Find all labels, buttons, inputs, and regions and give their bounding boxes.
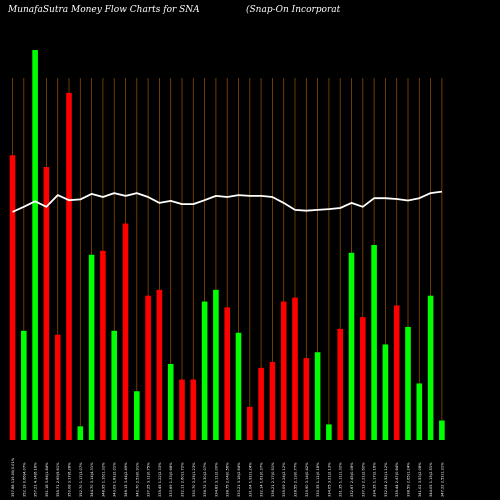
tick-label: 336.21 2.17(0.51%	[271, 462, 275, 497]
tick-label: 328.55 2.13(0.77%	[294, 462, 298, 497]
tick-label: 352.70 1.17(3.07%	[79, 462, 83, 497]
bar	[134, 391, 140, 440]
bar	[21, 330, 27, 440]
tick-label: 329.90 3.14(0.42%	[305, 462, 309, 497]
tick-label: 336.72 3.30(2.07%	[203, 462, 207, 497]
tick-label: 332.14 1.61(0.37%	[260, 462, 264, 497]
bar	[179, 379, 185, 440]
bar	[111, 330, 117, 440]
bar	[303, 358, 310, 440]
tick-label: 331.35 1.11(1.32%	[339, 462, 343, 497]
bar	[122, 223, 129, 440]
tick-label: 357.88 119.00(0.01%	[11, 457, 15, 497]
bar	[439, 420, 445, 440]
bar	[190, 379, 197, 440]
bar	[213, 289, 219, 440]
bar	[156, 289, 163, 440]
bar	[269, 362, 276, 440]
x-tick-labels: 357.88 119.00(0.01% 352.19 0.66(4.07% 357.…	[11, 457, 444, 497]
tick-label: 342.70 2.53(0.91%	[135, 462, 139, 497]
tick-label: 337.13 2.21(2.60%	[361, 462, 365, 497]
tick-label: 330.35 1.11(0.18%	[316, 462, 320, 497]
bar	[100, 250, 106, 440]
tick-label: 335.09 2.24(2.12%	[282, 462, 286, 497]
bar-series	[9, 50, 445, 441]
bar	[235, 332, 242, 440]
tick-label: 330.70 3.25(1.23%	[192, 462, 196, 497]
bar	[145, 295, 151, 440]
tick-label: 338.75 2.04(0.56%	[226, 462, 230, 497]
chart-title: MunafaSutra Money Flow Charts for SNA	[7, 5, 200, 15]
bar	[88, 254, 95, 440]
bar	[326, 424, 332, 440]
line-series-layer	[12, 190, 443, 213]
bar	[292, 297, 298, 440]
bar	[224, 307, 230, 440]
tick-label: 335.45 1.22(2.33%	[158, 462, 162, 497]
bar	[201, 301, 208, 440]
tick-label: 332.11 2.60(1.72%	[181, 462, 185, 497]
bar	[314, 352, 321, 440]
bar	[258, 367, 264, 440]
tick-label: 357.21 4.14(6.18%	[34, 462, 38, 497]
bar	[360, 317, 366, 440]
chart-subtitle: (Snap-On Incorporat	[246, 4, 341, 15]
bar	[427, 295, 434, 440]
tick-label: 334.82 3.11(2.00%	[214, 462, 218, 497]
bar	[416, 383, 423, 440]
money-flow-line	[12, 190, 443, 213]
tick-label: 331.04 1.92(1.24%	[248, 462, 252, 497]
tick-label: 337.25 3.11(0.75%	[147, 462, 151, 497]
tick-label: 338.59 2.65(1.24%	[407, 462, 411, 497]
tick-label: 344.70 3.14(4.31%	[90, 462, 94, 497]
tick-label: 332.67 2.45(0.08%	[350, 462, 354, 497]
tick-label: 346.15 3.44(2.49%	[124, 462, 128, 497]
bar	[9, 155, 16, 441]
bar	[348, 252, 355, 440]
bar	[393, 305, 400, 440]
tick-label: 350.08 3.17(6.28%	[68, 462, 72, 497]
tick-label: 333.69 1.33(0.68%	[169, 462, 173, 497]
bar	[371, 245, 377, 440]
bar	[54, 334, 61, 440]
tick-label: 348.95 1.16(1.32%	[101, 462, 105, 497]
tick-label: 334.05 3.21(2.13%	[327, 462, 331, 497]
bar	[405, 326, 411, 440]
tick-label: 351.18 3.64(1.84%	[45, 462, 49, 497]
tick-label: 347.22 2.52(1.31%	[440, 462, 444, 497]
bar	[43, 167, 50, 440]
bar	[167, 363, 174, 440]
bar	[247, 406, 253, 440]
tick-label: 343.09 1.81(2.01%	[113, 462, 117, 497]
tick-label: 352.19 0.66(4.07%	[22, 462, 26, 497]
tick-label: 335.44 2.47(0.84%	[395, 462, 399, 497]
tick-label: 355.71 2.69(5.61%	[56, 462, 60, 497]
tick-label: 341.02 3.53(2.08%	[418, 462, 422, 497]
bar	[66, 92, 72, 441]
bar	[337, 328, 343, 440]
bar	[280, 301, 287, 440]
tick-label: 334.35 1.17(2.16%	[373, 462, 377, 497]
tick-label: 333.21 3.18(2.64%	[237, 462, 241, 497]
bar	[77, 426, 84, 440]
tick-label: 332.04 2.52(1.12%	[384, 462, 388, 497]
bar	[382, 344, 389, 440]
bar	[32, 50, 38, 440]
tick-label: 344.05 1.15(2.51%	[429, 462, 433, 497]
